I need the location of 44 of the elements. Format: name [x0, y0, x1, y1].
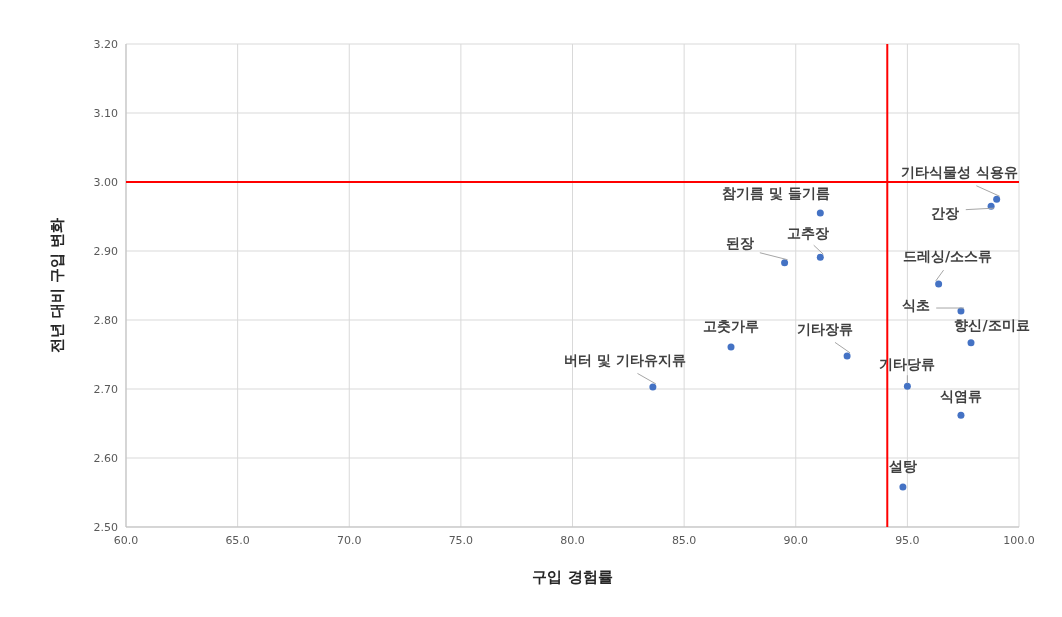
y-tick-label: 3.10: [93, 107, 118, 120]
annotation: 기타장류: [797, 320, 854, 337]
point: [649, 383, 657, 391]
annotation: 설탕: [888, 457, 917, 474]
point: [781, 259, 789, 267]
y-tick-label: 2.80: [93, 314, 118, 327]
y-tick-label: 2.60: [93, 452, 118, 465]
point: [816, 209, 824, 217]
point: [903, 382, 911, 390]
annotation: 버터 및 기타유지류: [563, 351, 686, 368]
annotation: 향신/조미료: [954, 316, 1030, 333]
point: [727, 343, 735, 351]
y-tick-label: 3.00: [93, 176, 118, 189]
point: [957, 411, 965, 419]
annotation: 고추장: [787, 225, 830, 242]
x-tick-label: 90.0: [783, 534, 808, 547]
point: [935, 280, 943, 288]
annotation: 식염류: [939, 388, 982, 405]
annotation: 식초: [901, 297, 930, 314]
point: [967, 339, 975, 347]
annotation: 된장: [725, 234, 754, 251]
point: [843, 352, 851, 360]
point: [899, 483, 907, 491]
x-tick-label: 70.0: [337, 534, 362, 547]
y-tick-label: 3.20: [93, 38, 118, 51]
annotation: 참기름 및 들기름: [722, 185, 831, 202]
annotation: 드레싱/소스류: [903, 248, 993, 265]
annotation: 기타식물성 식용유: [901, 164, 1019, 181]
y-tick-label: 2.90: [93, 245, 118, 258]
x-tick-label: 60.0: [113, 534, 139, 547]
annotation: 고춧가루: [703, 317, 760, 334]
x-tick-label: 85.0: [671, 534, 697, 547]
point: [993, 195, 1001, 203]
y-tick-label: 2.50: [93, 521, 118, 534]
annotation: 간장: [931, 205, 960, 222]
x-axis-title: 구입 경험률: [532, 568, 613, 586]
x-tick-label: 65.0: [225, 534, 250, 547]
y-axis-title: 전년 대비 구입 변화: [48, 217, 66, 354]
x-tick-label: 95.0: [895, 534, 920, 547]
x-tick-label: 100.0: [1003, 534, 1035, 547]
x-tick-label: 75.0: [448, 534, 474, 547]
point: [816, 253, 824, 261]
x-tick-label: 80.0: [560, 534, 585, 547]
y-tick-label: 2.70: [93, 383, 118, 396]
